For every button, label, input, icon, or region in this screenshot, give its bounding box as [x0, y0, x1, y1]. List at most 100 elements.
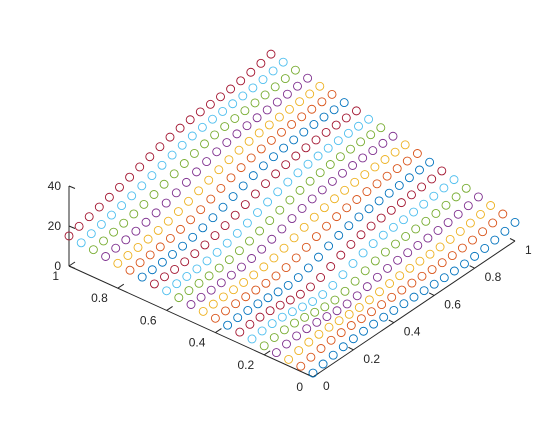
- data-point: [478, 227, 488, 237]
- data-point: [137, 272, 147, 282]
- data-point: [143, 234, 153, 244]
- data-point: [247, 334, 257, 344]
- data-point: [235, 327, 245, 337]
- data-point: [392, 164, 402, 174]
- data-point: [248, 83, 258, 93]
- data-point: [234, 246, 244, 256]
- data-point: [364, 295, 374, 305]
- data-point: [366, 130, 376, 140]
- data-point: [362, 187, 372, 197]
- data-point: [290, 318, 299, 328]
- data-point: [305, 89, 315, 99]
- data-point: [196, 205, 206, 215]
- data-point: [147, 265, 157, 275]
- data-point: [396, 198, 406, 208]
- data-point: [141, 217, 151, 227]
- data-point: [431, 208, 441, 218]
- data-point: [328, 350, 338, 360]
- data-point: [145, 152, 155, 162]
- data-point: [234, 145, 244, 155]
- data-point: [348, 334, 358, 344]
- data-point: [149, 190, 159, 199]
- data-point: [378, 230, 388, 240]
- x-tick-mark: [428, 292, 435, 296]
- y-tick-mark: [263, 350, 271, 356]
- data-point: [360, 266, 370, 276]
- data-point: [200, 240, 210, 250]
- data-point: [135, 162, 145, 172]
- data-point: [281, 263, 291, 273]
- data-point: [332, 212, 342, 222]
- data-point: [206, 194, 216, 204]
- data-point: [305, 176, 315, 186]
- data-point: [250, 98, 260, 108]
- data-point: [237, 262, 246, 272]
- data-point: [115, 182, 124, 192]
- data-point: [331, 120, 341, 130]
- data-point: [350, 276, 360, 286]
- data-point: [334, 230, 344, 240]
- data-point: [159, 179, 169, 189]
- data-point: [275, 205, 285, 215]
- data-point: [330, 295, 340, 305]
- data-point: [334, 316, 344, 326]
- data-point: [101, 252, 111, 261]
- data-point: [145, 250, 155, 260]
- data-point: [153, 225, 163, 235]
- data-point: [372, 179, 382, 189]
- data-point: [344, 221, 354, 231]
- data-point: [228, 99, 238, 109]
- data-point: [290, 65, 300, 75]
- data-point: [187, 131, 197, 141]
- data-point: [387, 292, 397, 302]
- data-point: [303, 73, 313, 83]
- data-point: [257, 326, 267, 336]
- data-point: [208, 299, 218, 309]
- data-point: [251, 285, 261, 295]
- data-point: [88, 245, 98, 255]
- data-point: [155, 142, 165, 152]
- data-point: [167, 150, 177, 160]
- z-tick-mark: [68, 265, 76, 269]
- data-point: [368, 146, 378, 156]
- data-point: [405, 263, 415, 273]
- data-point: [490, 235, 500, 245]
- data-point: [376, 213, 386, 223]
- data-point: [295, 97, 305, 107]
- data-point: [300, 312, 310, 322]
- data-point: [186, 215, 196, 225]
- data-point: [147, 171, 157, 181]
- data-point: [437, 258, 447, 268]
- data-point: [340, 185, 350, 195]
- data-point: [433, 226, 443, 235]
- y-tick-label: 0.4: [189, 336, 206, 350]
- data-point: [344, 309, 354, 319]
- data-point: [368, 239, 378, 249]
- data-point: [415, 256, 425, 266]
- data-point: [461, 183, 471, 193]
- data-point: [412, 149, 422, 158]
- data-point: [177, 140, 187, 150]
- data-point: [364, 204, 374, 214]
- x-tick-label: 0: [323, 379, 330, 393]
- data-point: [296, 361, 306, 371]
- data-point: [267, 319, 277, 329]
- y-tick-mark: [215, 328, 222, 334]
- y-tick-mark: [117, 283, 125, 289]
- data-point: [259, 341, 269, 351]
- data-point: [306, 282, 315, 292]
- data-point: [204, 271, 214, 281]
- data-point: [151, 208, 161, 218]
- data-point: [293, 273, 303, 282]
- data-point: [218, 202, 228, 212]
- data-point: [149, 279, 159, 289]
- data-point: [230, 210, 240, 220]
- data-point: [468, 235, 477, 245]
- data-point: [385, 279, 395, 288]
- data-point: [99, 236, 108, 246]
- data-point: [274, 112, 284, 122]
- data-point: [463, 201, 473, 211]
- data-point: [453, 209, 463, 219]
- x-tick-mark: [469, 265, 475, 269]
